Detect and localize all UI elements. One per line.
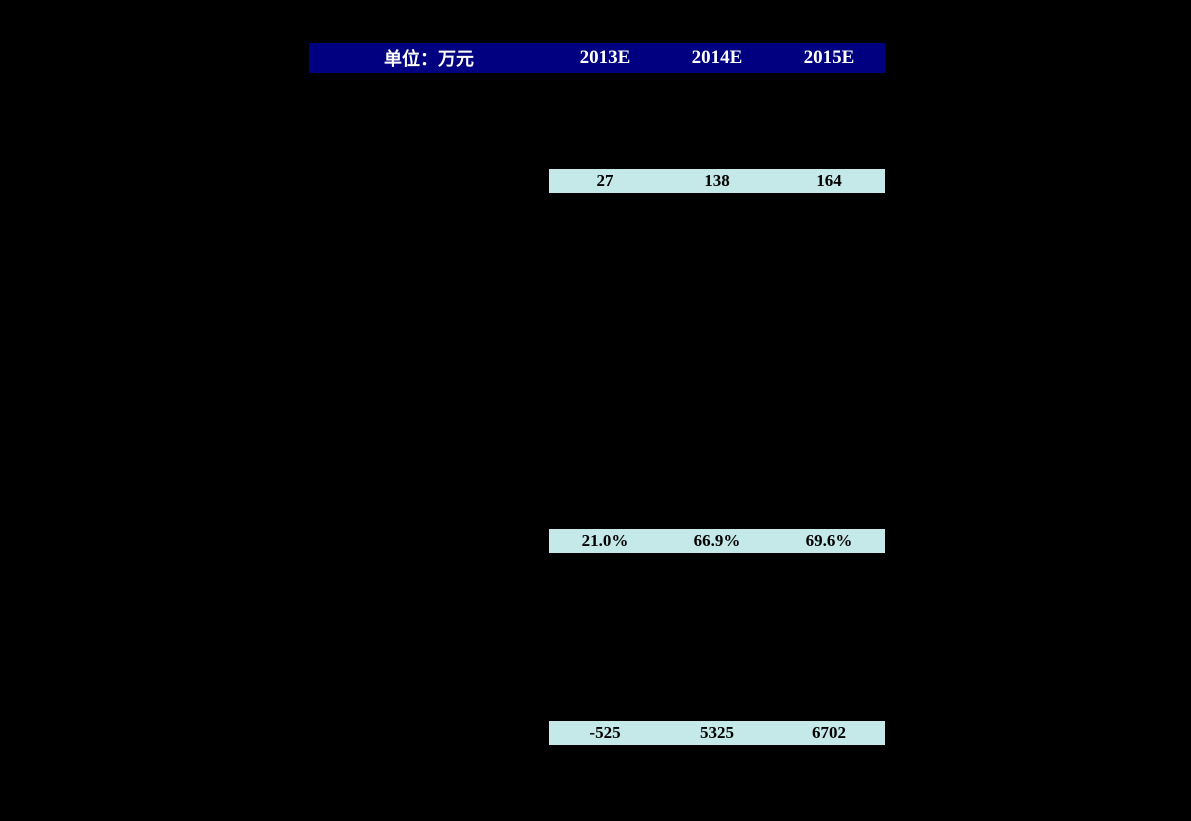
table-row: [549, 481, 885, 505]
table-row: 21.0%66.9%69.6%: [549, 529, 885, 553]
cell: 27: [549, 171, 661, 191]
table-row: [549, 97, 885, 121]
cell: 138: [661, 171, 773, 191]
table-row: [549, 337, 885, 361]
table-row: -52553256702: [549, 721, 885, 745]
table-row: [549, 577, 885, 601]
table-row: [549, 409, 885, 433]
table-row: [549, 241, 885, 265]
table-row: [549, 433, 885, 457]
table-row: [549, 625, 885, 649]
table-row: [549, 289, 885, 313]
table-row: [549, 361, 885, 385]
col-2014e: 2014E: [661, 47, 773, 69]
table-row: [549, 697, 885, 721]
table-row: [549, 649, 885, 673]
table-row: [549, 193, 885, 217]
value-grid: 27138164 21.0%66.9%69.6% -52553256702: [549, 73, 885, 745]
table-row: [549, 313, 885, 337]
table-row: [549, 121, 885, 145]
table-header: 单位：万元 2013E 2014E 2015E: [309, 43, 885, 73]
table-row: [549, 145, 885, 169]
table-row: 27138164: [549, 169, 885, 193]
table-row: [549, 601, 885, 625]
cell: 164: [773, 171, 885, 191]
table-row: [549, 457, 885, 481]
cell: -525: [549, 723, 661, 743]
table-row: [549, 385, 885, 409]
table-row: [549, 265, 885, 289]
col-2015e: 2015E: [773, 47, 885, 69]
cell: 66.9%: [661, 531, 773, 551]
cell: 21.0%: [549, 531, 661, 551]
table-row: [549, 73, 885, 97]
unit-label: 单位：万元: [309, 45, 549, 71]
cell: 69.6%: [773, 531, 885, 551]
cell: 6702: [773, 723, 885, 743]
col-2013e: 2013E: [549, 47, 661, 69]
table-row: [549, 217, 885, 241]
table-row: [549, 673, 885, 697]
table-row: [549, 553, 885, 577]
cell: 5325: [661, 723, 773, 743]
table-row: [549, 505, 885, 529]
